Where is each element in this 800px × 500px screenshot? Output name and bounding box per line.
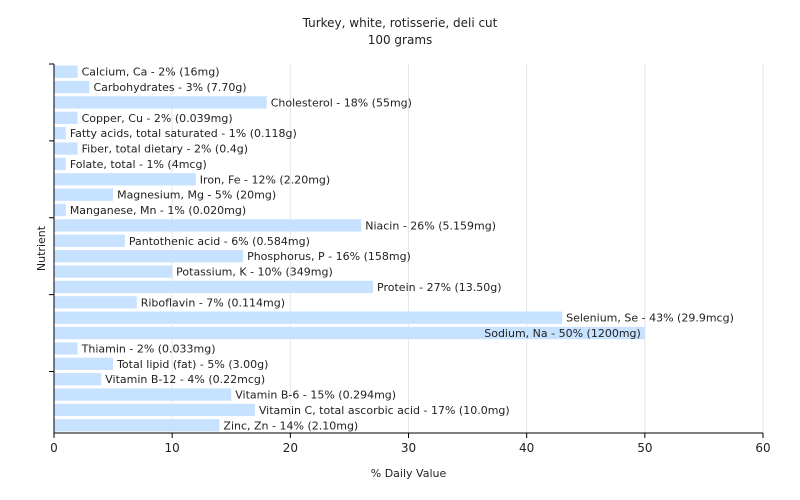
bar-8: [54, 188, 114, 201]
bar-1: [54, 80, 90, 94]
x-tick-label-1: 10: [165, 441, 180, 455]
x-tick-label-2: 20: [283, 441, 298, 455]
data-label-13: Potassium, K - 10% (349mg): [176, 266, 333, 279]
bar-3: [54, 111, 78, 124]
data-label-8: Magnesium, Mg - 5% (20mg): [117, 189, 276, 202]
data-label-1: Carbohydrates - 3% (7.70g): [93, 81, 246, 94]
data-label-2: Cholesterol - 18% (55mg): [271, 96, 412, 109]
bar-15: [54, 296, 137, 309]
bar-13: [54, 265, 173, 278]
data-label-20: Vitamin B-12 - 4% (0.22mcg): [105, 373, 265, 386]
data-label-14: Protein - 27% (13.50g): [377, 281, 502, 294]
bar-12: [54, 250, 244, 263]
data-label-23: Zinc, Zn - 14% (2.10mg): [223, 419, 358, 432]
x-tick-label-0: 0: [50, 441, 58, 455]
bar-2: [54, 96, 267, 109]
data-label-21: Vitamin B-6 - 15% (0.294mg): [235, 389, 396, 402]
data-label-7: Iron, Fe - 12% (2.20mg): [200, 173, 330, 186]
x-tick-label-6: 60: [755, 441, 770, 455]
bar-20: [54, 373, 102, 386]
data-label-5: Fiber, total dietary - 2% (0.4g): [82, 143, 248, 156]
chart-subtitle: 100 grams: [367, 33, 433, 47]
chart-title: Turkey, white, rotisserie, deli cut: [302, 16, 498, 30]
data-label-17: Sodium, Na - 50% (1200mg): [484, 327, 641, 340]
data-label-10: Niacin - 26% (5.159mg): [365, 219, 496, 232]
bar-11: [54, 234, 125, 247]
bar-5: [54, 142, 78, 155]
data-label-11: Pantothenic acid - 6% (0.584mg): [129, 235, 310, 248]
bar-7: [54, 173, 196, 186]
bar-19: [54, 357, 114, 370]
bar-0: [54, 65, 78, 78]
bar-4: [54, 127, 66, 140]
data-label-4: Fatty acids, total saturated - 1% (0.118…: [70, 127, 297, 140]
bar-6: [54, 157, 66, 171]
data-label-19: Total lipid (fat) - 5% (3.00g): [116, 358, 268, 371]
bar-10: [54, 219, 362, 232]
data-label-16: Selenium, Se - 43% (29.9mcg): [566, 312, 734, 325]
data-label-3: Copper, Cu - 2% (0.039mg): [82, 112, 233, 125]
bar-18: [54, 342, 78, 355]
data-label-18: Thiamin - 2% (0.033mg): [81, 342, 216, 355]
y-axis-title: Nutrient: [35, 225, 48, 271]
data-label-0: Calcium, Ca - 2% (16mg): [82, 66, 220, 79]
data-label-12: Phosphorus, P - 16% (158mg): [247, 250, 411, 263]
data-label-22: Vitamin C, total ascorbic acid - 17% (10…: [259, 404, 510, 417]
x-tick-label-3: 30: [401, 441, 416, 455]
data-label-6: Folate, total - 1% (4mcg): [70, 158, 207, 171]
x-tick-label-4: 40: [519, 441, 534, 455]
bar-9: [54, 203, 66, 217]
data-label-9: Manganese, Mn - 1% (0.020mg): [70, 204, 246, 217]
data-label-15: Riboflavin - 7% (0.114mg): [141, 296, 285, 309]
bar-17: [54, 326, 645, 340]
bar-16: [54, 311, 563, 324]
bar-22: [54, 403, 255, 417]
bar-23: [54, 419, 220, 432]
bar-21: [54, 388, 232, 401]
x-axis-title: % Daily Value: [371, 467, 447, 480]
bar-14: [54, 280, 374, 294]
x-tick-label-5: 50: [637, 441, 652, 455]
